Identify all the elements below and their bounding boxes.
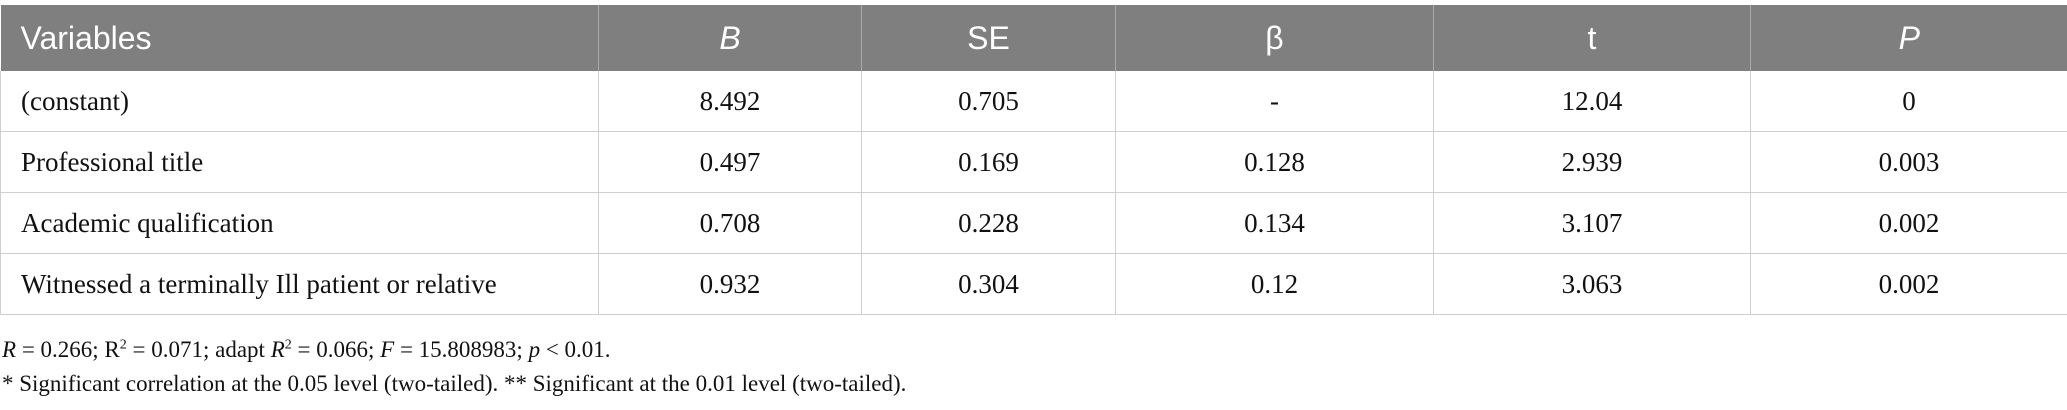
adapt-r2-superscript: 2 xyxy=(284,337,292,353)
cell-se: 0.705 xyxy=(861,71,1116,132)
table-header-row: Variables B SE β t P xyxy=(0,5,2067,71)
cell-b: 8.492 xyxy=(598,71,862,132)
cell-p: 0 xyxy=(1750,71,2067,132)
cell-se: 0.304 xyxy=(861,253,1116,315)
cell-variable: Academic qualification xyxy=(0,192,599,254)
cell-p: 0.002 xyxy=(1750,253,2067,315)
cell-beta: 0.128 xyxy=(1115,131,1434,193)
cell-t: 3.063 xyxy=(1433,253,1751,315)
r-label: R xyxy=(2,337,17,362)
cell-b: 0.497 xyxy=(598,131,862,193)
significance-note: * Significant correlation at the 0.05 le… xyxy=(2,371,907,396)
adapt-r-label: R xyxy=(270,337,285,362)
regression-table-container: Variables B SE β t P (constant) 8.492 0.… xyxy=(0,5,2067,315)
f-label: F xyxy=(380,337,395,362)
cell-b: 0.932 xyxy=(598,253,862,315)
cell-p: 0.002 xyxy=(1750,192,2067,254)
adapt-r2-value: = 0.066; xyxy=(291,337,381,362)
cell-se: 0.228 xyxy=(861,192,1116,254)
cell-variable: Witnessed a terminally Ill patient or re… xyxy=(0,253,599,315)
table-row: Professional title 0.497 0.169 0.128 2.9… xyxy=(0,131,2067,193)
table-row: Witnessed a terminally Ill patient or re… xyxy=(0,253,2067,315)
header-beta: β xyxy=(1115,5,1434,71)
header-b: B xyxy=(598,5,862,71)
cell-beta: 0.134 xyxy=(1115,192,1434,254)
cell-beta: 0.12 xyxy=(1115,253,1434,315)
table-footnotes: R = 0.266; R2 = 0.071; adapt R2 = 0.066;… xyxy=(2,333,2062,401)
cell-b: 0.708 xyxy=(598,192,862,254)
r2-superscript: 2 xyxy=(119,337,127,353)
table-row: (constant) 8.492 0.705 - 12.04 0 xyxy=(0,71,2067,132)
r-value: = 0.266; R xyxy=(16,337,120,362)
p-value: < 0.01. xyxy=(540,337,611,362)
header-t: t xyxy=(1433,5,1751,71)
cell-t: 2.939 xyxy=(1433,131,1751,193)
cell-se: 0.169 xyxy=(861,131,1116,193)
f-value: = 15.808983; xyxy=(394,337,529,362)
cell-beta: - xyxy=(1115,71,1434,132)
regression-table: Variables B SE β t P (constant) 8.492 0.… xyxy=(0,5,2067,315)
cell-variable: Professional title xyxy=(0,131,599,193)
cell-t: 12.04 xyxy=(1433,71,1751,132)
p-label: p xyxy=(528,337,541,362)
table-row: Academic qualification 0.708 0.228 0.134… xyxy=(0,192,2067,254)
header-se: SE xyxy=(861,5,1116,71)
cell-p: 0.003 xyxy=(1750,131,2067,193)
model-statistics-note: R = 0.266; R2 = 0.071; adapt R2 = 0.066;… xyxy=(2,333,2062,367)
header-p: P xyxy=(1750,5,2067,71)
header-variables: Variables xyxy=(0,5,599,71)
cell-t: 3.107 xyxy=(1433,192,1751,254)
r2-value: = 0.071; adapt xyxy=(126,337,271,362)
cell-variable: (constant) xyxy=(0,71,599,132)
